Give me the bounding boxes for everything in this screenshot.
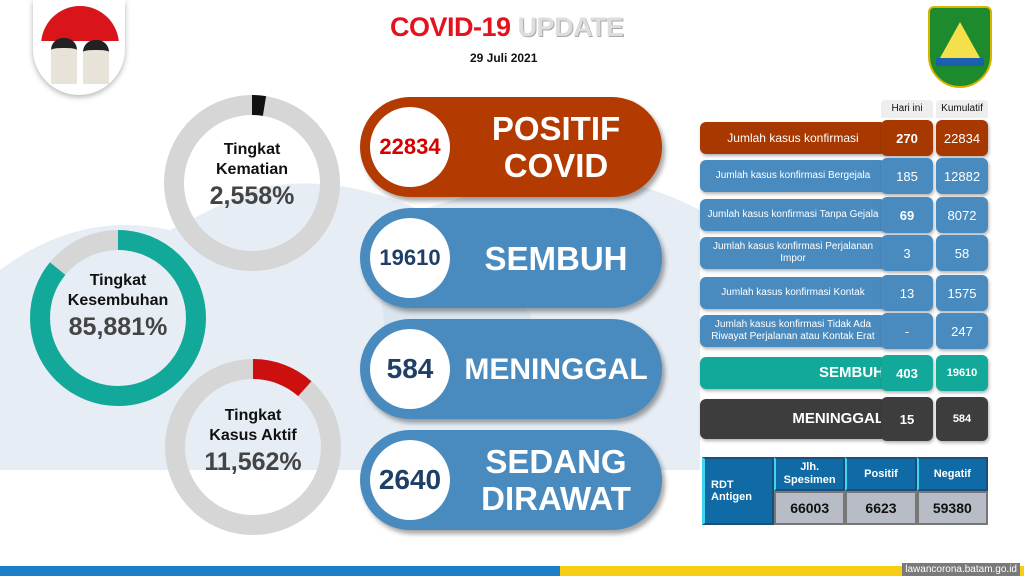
summary-label: DIRAWAT (481, 480, 631, 517)
summary-label: COVID (503, 147, 609, 184)
rate-label: Tingkat (89, 272, 147, 289)
title-update: UPDATE (517, 12, 625, 42)
portrait-logo (33, 0, 125, 95)
row-total: 12882 (936, 158, 988, 194)
row-today: - (881, 313, 933, 349)
row-today: 15 (881, 397, 933, 441)
donut-kasus-aktif: Tingkat Kasus Aktif 11,562% (158, 352, 348, 542)
table-row: SEMBUH 403 19610 (700, 355, 990, 391)
table-row: Jumlah kasus konfirmasi Bergejala 185 12… (700, 158, 990, 194)
summary-meninggal: 584 MENINGGAL (360, 319, 662, 419)
table-row: MENINGGAL 15 584 (700, 397, 990, 441)
rate-label: Kesembuhan (67, 292, 169, 309)
row-today: 3 (881, 235, 933, 271)
summary-dirawat: 2640 SEDANG DIRAWAT (360, 430, 662, 530)
row-label: Jumlah kasus konfirmasi Tidak Ada Riwaya… (700, 315, 886, 347)
row-total: 8072 (936, 197, 988, 233)
row-label: Jumlah kasus konfirmasi Perjalanan Impor (700, 237, 886, 269)
summary-sembuh: 19610 SEMBUH (360, 208, 662, 308)
row-total: 19610 (936, 355, 988, 391)
rate-value: 85,881% (68, 313, 168, 341)
summary-value: 22834 (370, 107, 450, 187)
row-today: 270 (881, 120, 933, 156)
row-total: 22834 (936, 120, 988, 156)
donut-kematian: Tingkat Kematian 2,558% (157, 88, 347, 278)
row-label: Jumlah kasus konfirmasi (700, 122, 886, 154)
summary-label: SEDANG (485, 443, 627, 480)
rate-arc (164, 95, 340, 271)
batam-emblem (928, 6, 992, 88)
summary-label: SEMBUH (484, 239, 628, 277)
table-row: Jumlah kasus konfirmasi Tanpa Gejala 69 … (700, 197, 990, 233)
table-row: Jumlah kasus konfirmasi Perjalanan Impor… (700, 235, 990, 271)
summary-label: POSITIF (491, 110, 621, 147)
donut-kesembuhan: Tingkat Kesembuhan 85,881% (23, 223, 213, 413)
row-today: 69 (881, 197, 933, 233)
rdt-antigen-table: RDT Antigen Jlh. Spesimen Positif Negati… (702, 457, 988, 525)
rdt-header: Negatif (916, 457, 988, 491)
rate-label: Kematian (215, 161, 289, 178)
rate-arc (165, 359, 341, 535)
row-today: 403 (881, 355, 933, 391)
row-today: 13 (881, 275, 933, 311)
col-header-today: Hari ini (881, 100, 933, 118)
rdt-header: Positif (845, 457, 917, 491)
summary-value: 584 (370, 329, 450, 409)
row-label: Jumlah kasus konfirmasi Bergejala (700, 160, 886, 192)
donut-chart (165, 359, 341, 535)
rate-label: Kasus Aktif (209, 427, 297, 444)
donut-chart (30, 230, 206, 406)
row-label: Jumlah kasus konfirmasi Tanpa Gejala (700, 199, 886, 231)
rate-arc (30, 230, 206, 406)
summary-value: 19610 (370, 218, 450, 298)
row-total: 1575 (936, 275, 988, 311)
row-label: SEMBUH (700, 357, 886, 389)
col-header-total: Kumulatif (936, 100, 988, 118)
rdt-value: 66003 (774, 491, 846, 525)
rdt-header: Jlh. Spesimen (774, 457, 846, 491)
rate-value: 2,558% (209, 182, 295, 210)
report-date: 29 Juli 2021 (470, 51, 538, 65)
row-total: 584 (936, 397, 988, 441)
table-row: Jumlah kasus konfirmasi Kontak 13 1575 (700, 275, 990, 311)
rate-label: Tingkat (224, 407, 282, 424)
title-covid: COVID-19 (390, 12, 511, 42)
summary-positif: 22834 POSITIF COVID (360, 97, 662, 197)
footer-bar-blue (0, 566, 560, 576)
row-label: Jumlah kasus konfirmasi Kontak (700, 277, 886, 309)
rate-label: Tingkat (223, 141, 281, 158)
rdt-title: RDT Antigen (702, 457, 774, 525)
rdt-value: 6623 (845, 491, 917, 525)
summary-label: MENINGGAL (464, 352, 648, 386)
row-total: 58 (936, 235, 988, 271)
donut-chart (164, 95, 340, 271)
footer-url[interactable]: lawancorona.batam.go.id (902, 563, 1020, 576)
row-today: 185 (881, 158, 933, 194)
page-title: COVID-19 UPDATE (390, 12, 624, 43)
rdt-value: 59380 (916, 491, 988, 525)
table-row: Jumlah kasus konfirmasi Tidak Ada Riwaya… (700, 313, 990, 349)
footer-bar-yellow (560, 566, 1024, 576)
rate-value: 11,562% (204, 448, 302, 476)
summary-value: 2640 (370, 440, 450, 520)
table-row: Jumlah kasus konfirmasi 270 22834 (700, 120, 990, 156)
row-label: MENINGGAL (700, 399, 886, 439)
row-total: 247 (936, 313, 988, 349)
